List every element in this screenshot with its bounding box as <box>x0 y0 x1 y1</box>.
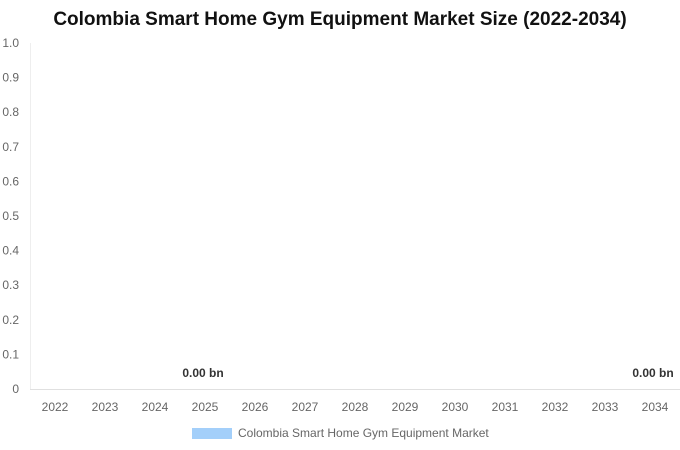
x-tick-label: 2030 <box>442 400 469 414</box>
data-label: 0.00 bn <box>182 366 223 380</box>
x-tick-label: 2029 <box>392 400 419 414</box>
x-tick-label: 2032 <box>542 400 569 414</box>
y-tick-label: 0.9 <box>2 71 19 85</box>
y-tick-label: 0.6 <box>2 174 19 188</box>
x-tick-label: 2026 <box>242 400 269 414</box>
legend-label: Colombia Smart Home Gym Equipment Market <box>238 426 489 440</box>
y-tick-label: 0.7 <box>2 140 19 154</box>
legend-swatch <box>192 428 232 439</box>
y-tick-label: 0.1 <box>2 347 19 361</box>
y-tick-label: 0.8 <box>2 105 19 119</box>
x-tick-label: 2027 <box>292 400 319 414</box>
y-tick-label: 1.0 <box>2 36 19 50</box>
chart-title: Colombia Smart Home Gym Equipment Market… <box>53 9 627 30</box>
y-tick-label: 0 <box>12 382 19 396</box>
y-tick-label: 0.5 <box>2 209 19 223</box>
x-tick-label: 2024 <box>142 400 169 414</box>
data-label: 0.00 bn <box>632 366 673 380</box>
x-tick-label: 2033 <box>592 400 619 414</box>
x-tick-label: 2031 <box>492 400 519 414</box>
x-tick-label: 2022 <box>42 400 69 414</box>
x-tick-label: 2023 <box>92 400 119 414</box>
y-tick-label: 0.2 <box>2 313 19 327</box>
x-tick-label: 2034 <box>642 400 669 414</box>
y-tick-label: 0.4 <box>2 244 19 258</box>
x-tick-label: 2025 <box>192 400 219 414</box>
y-tick-label: 0.3 <box>2 278 19 292</box>
x-tick-label: 2028 <box>342 400 369 414</box>
